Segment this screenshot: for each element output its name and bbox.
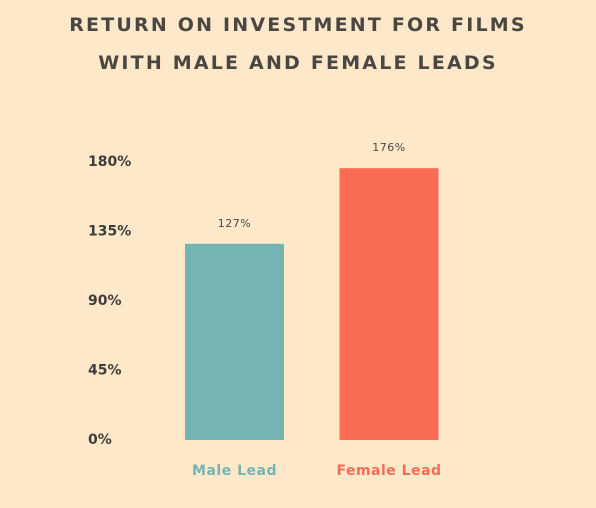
value-label: 127% — [218, 217, 251, 230]
y-tick-label: 45% — [88, 363, 122, 379]
chart-title: RETURN ON INVESTMENT FOR FILMS WITH MALE… — [69, 14, 527, 74]
x-tick-label: Male Lead — [192, 463, 277, 479]
x-tick-label: Female Lead — [336, 463, 441, 479]
y-tick-label: 90% — [88, 293, 122, 309]
value-label: 176% — [372, 141, 405, 154]
y-tick-label: 135% — [88, 224, 131, 240]
bar — [339, 168, 439, 440]
bar — [185, 243, 284, 440]
y-tick-label: 0% — [88, 432, 112, 448]
y-tick-label: 180% — [88, 154, 131, 170]
